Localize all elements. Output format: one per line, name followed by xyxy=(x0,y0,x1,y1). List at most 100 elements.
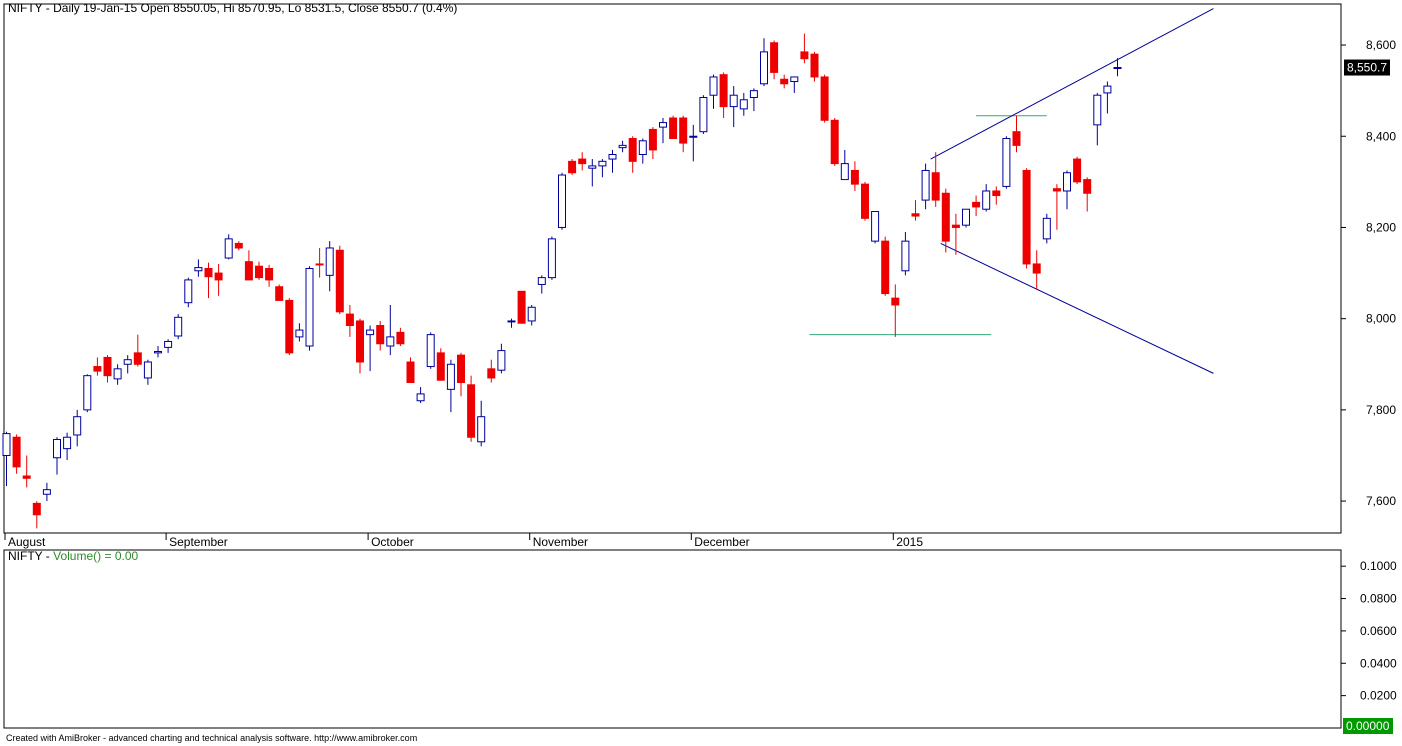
candle-body-down xyxy=(93,366,102,372)
candle-body-down xyxy=(335,249,344,313)
candle-body-down xyxy=(648,128,657,151)
volume-panel-frame xyxy=(3,549,1342,729)
candle-body-up xyxy=(598,160,607,167)
candle xyxy=(53,437,61,475)
candle xyxy=(547,236,556,280)
volume-last-value: 0.00000 xyxy=(1343,718,1393,734)
candle-body-down xyxy=(669,117,678,140)
price-tick-label: 7,800 xyxy=(1366,403,1396,417)
candle xyxy=(133,334,142,367)
last-price-box xyxy=(1344,59,1390,76)
candle xyxy=(457,352,465,397)
candle-body-up xyxy=(608,153,617,160)
footer-credit: Created with AmiBroker - advanced charti… xyxy=(6,733,418,743)
volume-last-value-box xyxy=(1343,718,1393,734)
volume-tick-label: 0.0200 xyxy=(1360,689,1397,703)
candle-body-down xyxy=(275,286,284,301)
candle xyxy=(951,213,960,255)
candle-body-up xyxy=(547,238,556,279)
candle-body-down xyxy=(12,436,21,468)
candle-body-down xyxy=(376,325,385,345)
candle-body-up xyxy=(709,76,718,96)
candles xyxy=(2,33,1122,529)
candle-body-up xyxy=(164,340,173,348)
candle-body-up xyxy=(325,247,334,276)
candle xyxy=(477,400,486,447)
candle xyxy=(1052,184,1061,230)
candle xyxy=(1083,177,1092,212)
candle-body-down xyxy=(406,361,415,384)
candle-body-up xyxy=(53,439,61,459)
candle-body-down xyxy=(891,297,900,306)
candle xyxy=(93,357,102,376)
candle-body-down xyxy=(32,502,41,516)
candle-body-up xyxy=(871,210,880,242)
candle-body-down xyxy=(1073,158,1082,183)
volume-title-prefix: NIFTY - xyxy=(8,549,53,563)
candle xyxy=(497,343,506,374)
candle-body-down xyxy=(1052,188,1061,192)
candle-body-down xyxy=(356,320,364,363)
candle-body-up xyxy=(618,144,627,149)
candle-body-down xyxy=(972,201,981,208)
volume-tick-label: 0.0400 xyxy=(1360,656,1397,670)
candle-body-down xyxy=(1032,263,1041,274)
candle-body-down xyxy=(931,172,940,201)
candle-body-down xyxy=(214,272,223,281)
candle-body-up xyxy=(174,316,183,337)
candle xyxy=(850,161,859,191)
candle xyxy=(356,318,364,374)
x-tick-label: November xyxy=(533,535,588,549)
candle-body-down xyxy=(568,160,577,174)
candle-body-down xyxy=(234,242,243,249)
candle xyxy=(749,88,758,112)
candle xyxy=(406,357,415,384)
candle xyxy=(224,234,233,260)
candle-body-up xyxy=(840,163,849,181)
price-axis: 7,600 7,800 8,000 8,200 8,400 8,600 xyxy=(1341,38,1396,508)
candle-body-up xyxy=(477,416,486,443)
candle xyxy=(689,124,698,162)
candle xyxy=(790,76,799,93)
candle-body-down xyxy=(204,268,213,278)
candle xyxy=(972,195,981,217)
candle-body-down xyxy=(1012,131,1021,146)
candle xyxy=(638,138,647,164)
x-tick-label: December xyxy=(694,535,749,549)
candle-body-up xyxy=(638,140,647,155)
candle-body-up xyxy=(558,174,566,228)
candle-body-up xyxy=(386,336,395,347)
trend-line xyxy=(940,242,1214,374)
candle xyxy=(962,208,970,228)
x-tick-label: October xyxy=(371,535,414,549)
price-panel-frame xyxy=(3,3,1342,534)
candle xyxy=(446,359,455,413)
candle-body-up xyxy=(2,433,11,456)
candle xyxy=(931,152,940,207)
candle xyxy=(709,74,718,109)
candle-body-up xyxy=(659,122,667,128)
x-tick-label: 2015 xyxy=(896,535,923,549)
candle xyxy=(416,387,425,404)
candle-body-up xyxy=(63,436,72,450)
candle-body-down xyxy=(679,117,688,144)
candle xyxy=(729,86,738,128)
candle-body-down xyxy=(719,74,728,108)
candle xyxy=(669,115,678,140)
candle xyxy=(1032,250,1041,290)
price-tick-label: 8,600 xyxy=(1366,38,1396,52)
candle-body-up xyxy=(446,363,455,390)
candle xyxy=(285,298,294,356)
candle xyxy=(32,501,41,529)
candle xyxy=(184,277,193,308)
candle xyxy=(941,188,950,253)
candle xyxy=(911,200,920,221)
candle-body-down xyxy=(941,192,950,242)
candle xyxy=(1103,81,1112,114)
candle xyxy=(719,72,728,119)
candle xyxy=(42,482,51,502)
candle xyxy=(861,181,869,221)
candle xyxy=(305,266,314,351)
candle xyxy=(901,232,910,276)
volume-tick-label: 0.1000 xyxy=(1360,559,1397,573)
